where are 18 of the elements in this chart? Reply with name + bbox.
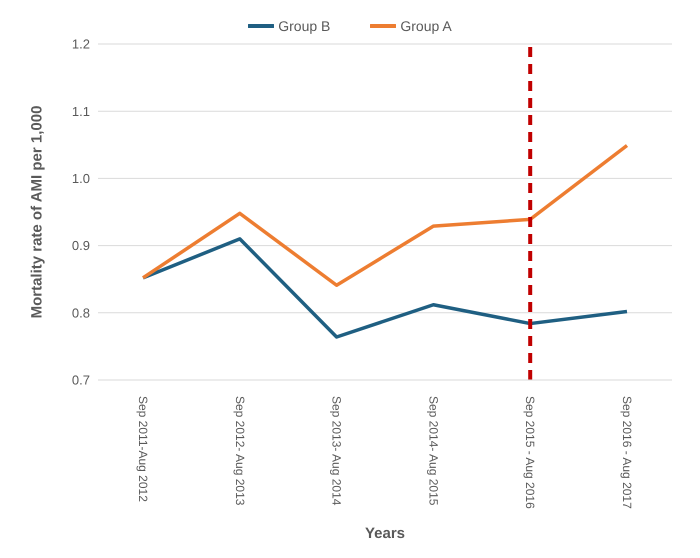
y-tick-label: 0.7 [72,372,90,388]
line-series [141,144,629,287]
x-tick-label: Sep 2011-Aug 2012 [136,396,150,502]
x-tick-label: Sep 2016 - Aug 2017 [620,396,634,510]
x-tick-label: Sep 2012- Aug 2013 [232,396,247,506]
y-tick-label: 1.2 [72,36,90,52]
x-tick-label: Sep 2015 - Aug 2016 [523,396,538,510]
legend-label: Group A [400,18,452,34]
y-tick-label: 1.1 [72,104,90,119]
legend-label: Group B [278,18,330,34]
y-tick-label: 0.8 [72,305,90,320]
x-tick-label: Sep 2014- Aug 2015 [426,396,440,506]
y-axis-title: Mortality rate of AMI per 1,000 [28,106,46,318]
y-tick-label: 1.0 [72,171,90,186]
line-series [141,237,629,339]
x-tick-label: Sep 2013- Aug 2014 [330,396,344,506]
x-axis-title: Years [364,525,406,542]
y-tick-label: 0.9 [72,238,90,254]
